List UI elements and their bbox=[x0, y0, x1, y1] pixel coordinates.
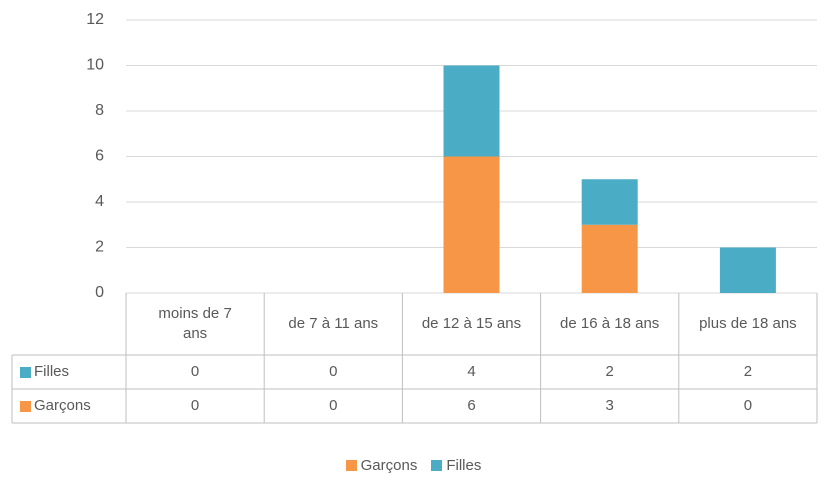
table-value-text: 2 bbox=[605, 363, 614, 380]
legend-item: Filles bbox=[431, 457, 481, 474]
category-label: de 16 à 18 ans bbox=[541, 293, 679, 355]
table-value: 3 bbox=[541, 389, 679, 423]
y-tick-label: 2 bbox=[95, 239, 104, 256]
row-label-text: Garçons bbox=[34, 397, 91, 414]
table-value: 0 bbox=[126, 355, 264, 389]
category-label: de 7 à 11 ans bbox=[264, 293, 402, 355]
table-value: 0 bbox=[264, 355, 402, 389]
table-value-text: 4 bbox=[467, 363, 476, 380]
table-value-text: 0 bbox=[190, 397, 200, 414]
y-tick-label: 4 bbox=[95, 193, 104, 210]
row-label: Filles bbox=[12, 355, 126, 389]
bar bbox=[719, 247, 776, 293]
category-label-text: moins de 7 ans bbox=[158, 305, 232, 342]
row-label: Garçons bbox=[12, 389, 126, 423]
bar bbox=[581, 224, 638, 293]
table-value: 6 bbox=[402, 389, 540, 423]
category-label: moins de 7 ans bbox=[126, 293, 264, 355]
table-value-text: 0 bbox=[329, 397, 338, 414]
table-value-text: 3 bbox=[605, 397, 614, 414]
category-label-text: plus de 18 ans bbox=[699, 315, 797, 332]
row-key bbox=[20, 366, 31, 378]
table-value: 0 bbox=[264, 389, 402, 423]
y-tick-label: 8 bbox=[95, 102, 104, 119]
bar bbox=[581, 179, 638, 225]
table-value-text: 0 bbox=[743, 397, 753, 414]
row-key bbox=[20, 400, 31, 412]
category-label-text: de 7 à 11 ans bbox=[288, 315, 379, 332]
y-tick-label: 6 bbox=[95, 148, 104, 165]
table-value-text: 0 bbox=[329, 363, 338, 380]
category-label: plus de 18 ans bbox=[679, 293, 817, 355]
y-tick-label: 12 bbox=[86, 11, 104, 28]
category-label-text: de 16 à 18 ans bbox=[560, 315, 660, 332]
table-value-text: 6 bbox=[467, 397, 476, 414]
bar bbox=[443, 65, 500, 157]
table-value: 2 bbox=[541, 355, 679, 389]
legend-key bbox=[431, 460, 443, 471]
row-label-text: Filles bbox=[34, 363, 70, 380]
legend-item: Garçons bbox=[345, 457, 418, 474]
table-value: 2 bbox=[679, 355, 817, 389]
legend-label: Filles bbox=[446, 457, 482, 474]
table-value-text: 0 bbox=[190, 363, 200, 380]
category-label-text: de 12 à 15 ans bbox=[421, 315, 522, 332]
legend-label: Garçons bbox=[360, 457, 418, 474]
table-value: 0 bbox=[126, 389, 264, 423]
table-value: 0 bbox=[679, 389, 817, 423]
legend-key bbox=[345, 460, 357, 471]
category-label: de 12 à 15 ans bbox=[402, 293, 540, 355]
table-value-text: 2 bbox=[743, 363, 753, 380]
y-tick-label: 10 bbox=[86, 57, 104, 74]
legend: Garçons Filles bbox=[0, 457, 827, 474]
y-tick-label: 0 bbox=[95, 284, 104, 301]
table-value: 4 bbox=[402, 355, 540, 389]
bar bbox=[443, 156, 500, 293]
